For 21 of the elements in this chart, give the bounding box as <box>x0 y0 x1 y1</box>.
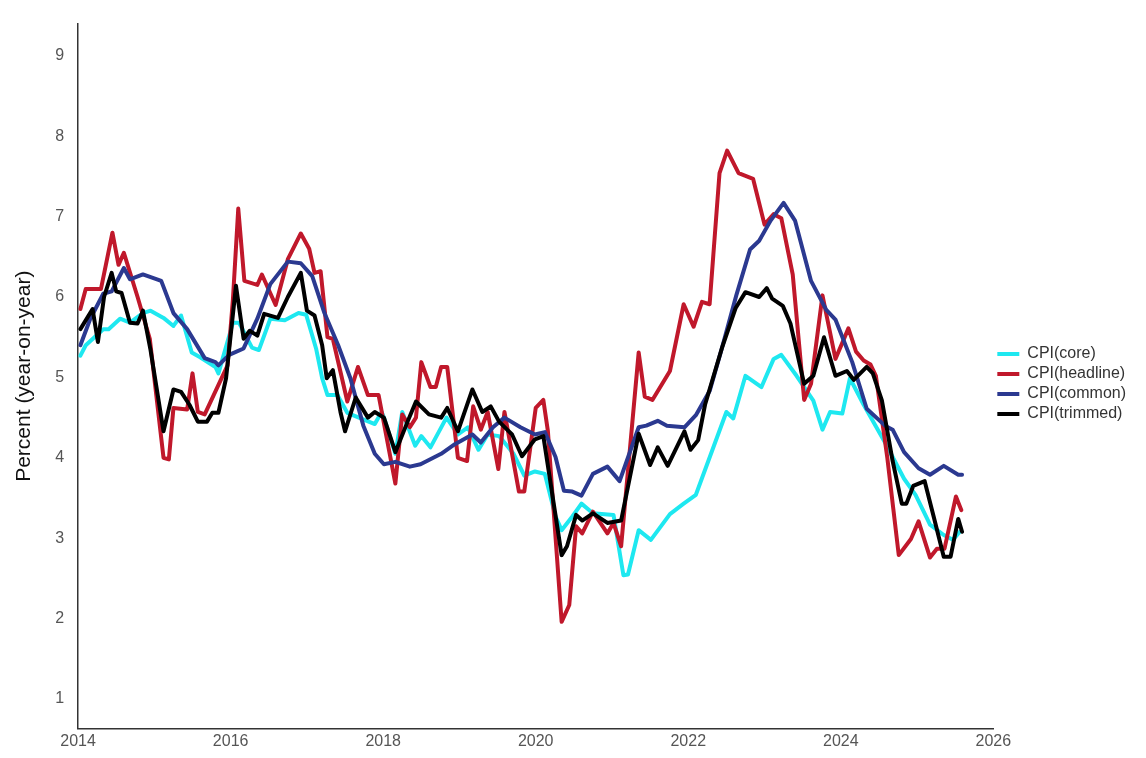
legend-label: CPI(common) <box>1027 384 1127 402</box>
y-tick-label: 6 <box>55 287 65 305</box>
y-tick-label: 2 <box>55 609 65 627</box>
x-tick-label: 2014 <box>60 731 96 749</box>
x-tick-label: 2020 <box>517 731 554 749</box>
x-tick-label: 2018 <box>365 731 402 749</box>
y-tick-label: 7 <box>55 206 65 224</box>
y-tick-label: 4 <box>55 448 65 466</box>
y-tick-label: 3 <box>55 528 65 546</box>
y-axis-title: Percent (year-on-year) <box>11 270 35 482</box>
legend-label: CPI(headline) <box>1027 364 1126 382</box>
legend-label: CPI(trimmed) <box>1027 404 1123 422</box>
legend-label: CPI(core) <box>1027 344 1096 362</box>
y-tick-label: 5 <box>55 367 65 385</box>
y-tick-label: 8 <box>55 126 65 144</box>
x-tick-label: 2026 <box>975 731 1012 749</box>
y-tick-label: 1 <box>55 689 65 707</box>
x-tick-label: 2016 <box>212 731 249 749</box>
x-tick-label: 2022 <box>670 731 707 749</box>
y-tick-label: 9 <box>55 46 65 64</box>
x-tick-label: 2024 <box>822 731 859 749</box>
